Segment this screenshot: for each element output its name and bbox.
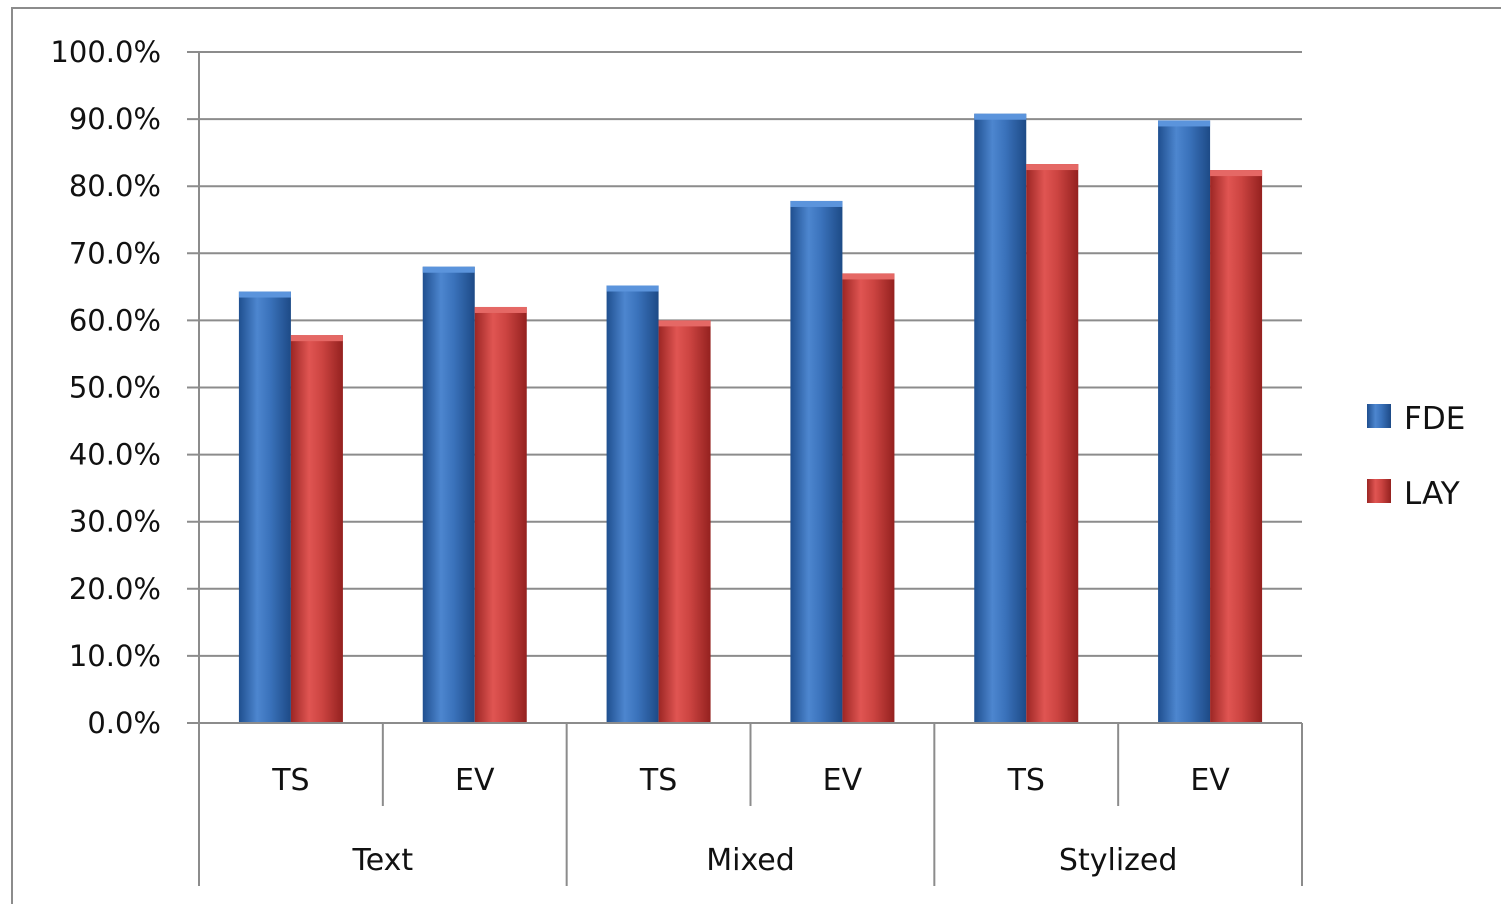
legend-swatch-fde	[1367, 404, 1391, 428]
y-tick-label: 80.0%	[69, 169, 161, 203]
bar-top-highlight	[474, 306, 527, 313]
bar-lay	[1026, 164, 1079, 723]
bar-lay	[842, 273, 895, 723]
x-category-label: TS	[271, 763, 309, 798]
chart-border	[11, 7, 1501, 904]
x-group-label: Text	[351, 843, 413, 878]
bar-top-highlight	[658, 320, 711, 327]
bar-top-highlight	[1026, 164, 1079, 171]
x-category-label: TS	[1007, 763, 1045, 798]
y-tick-label: 30.0%	[69, 505, 161, 539]
bar-fde	[790, 200, 843, 723]
y-tick-label: 40.0%	[69, 438, 161, 472]
bar-top-highlight	[974, 113, 1027, 120]
legend-label-lay: LAY	[1404, 476, 1460, 512]
legend-label-fde: FDE	[1404, 401, 1465, 437]
bar-top-highlight	[422, 266, 475, 273]
x-group-label: Mixed	[706, 843, 795, 878]
y-tick-label: 10.0%	[69, 639, 161, 673]
bar-fde	[422, 266, 475, 723]
bar-top-highlight	[290, 335, 343, 342]
y-tick-label: 50.0%	[69, 371, 161, 405]
x-category-label: EV	[823, 763, 863, 798]
y-tick-label: 70.0%	[69, 236, 161, 270]
y-tick-label: 60.0%	[69, 303, 161, 337]
bar-lay	[290, 335, 343, 723]
y-tick-label: 100.0%	[50, 35, 161, 69]
x-category-label: TS	[639, 763, 677, 798]
bar-top-highlight	[790, 200, 843, 207]
y-tick-label: 0.0%	[87, 706, 161, 740]
y-tick-label: 20.0%	[69, 572, 161, 606]
bar-top-highlight	[238, 291, 291, 298]
x-group-label: Stylized	[1059, 843, 1177, 878]
bar-top-highlight	[606, 285, 659, 292]
bar-top-highlight	[1210, 170, 1263, 177]
bar-top-highlight	[842, 273, 895, 280]
bar-top-highlight	[1158, 120, 1211, 127]
legend-swatch-lay	[1367, 479, 1391, 503]
bar-lay	[658, 320, 711, 723]
x-category-label: EV	[455, 763, 495, 798]
bar-fde	[606, 285, 659, 723]
bar-fde	[1158, 120, 1211, 723]
bar-lay	[1210, 170, 1263, 723]
bar-lay	[474, 306, 527, 723]
x-category-label: EV	[1190, 763, 1230, 798]
bar-fde	[238, 291, 291, 723]
bar-fde	[974, 113, 1027, 724]
y-tick-label: 90.0%	[69, 102, 161, 136]
